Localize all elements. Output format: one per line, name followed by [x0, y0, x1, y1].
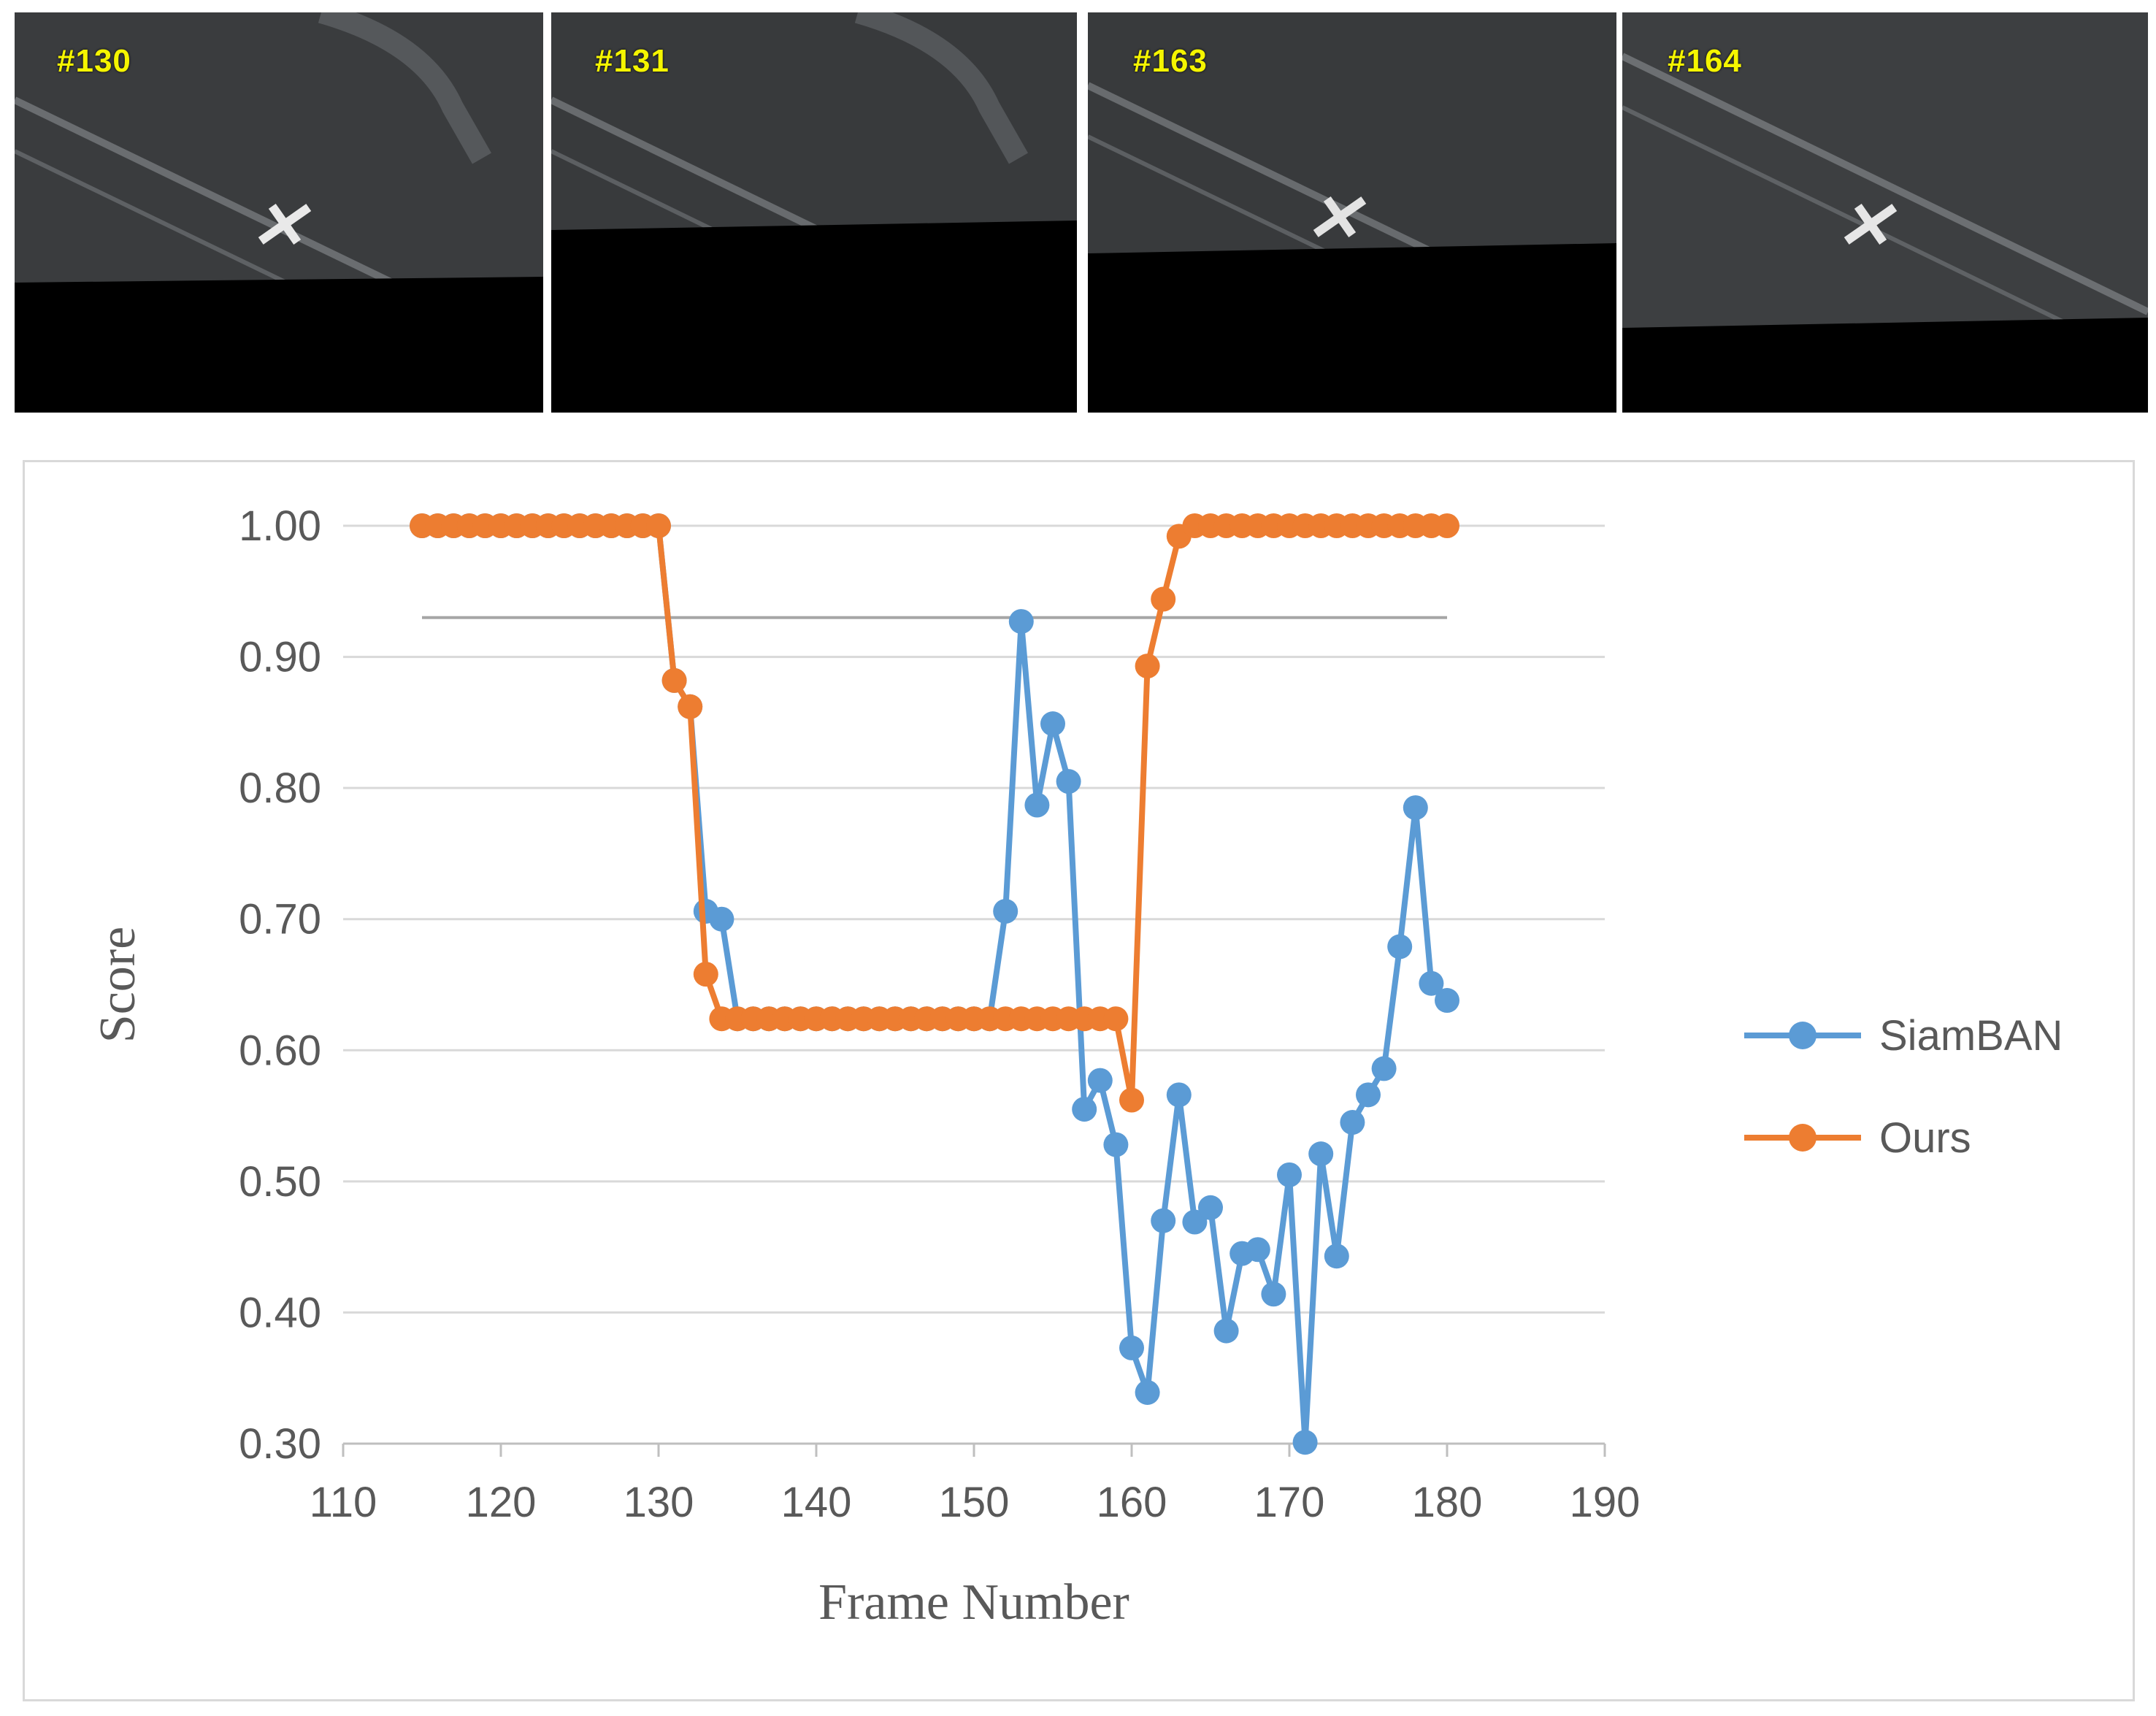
x-tick-label: 130 [624, 1479, 694, 1526]
data-point [1292, 1430, 1318, 1455]
x-tick-label: 140 [781, 1479, 852, 1526]
frame-130-image [15, 12, 543, 413]
frame-164: #164 [1622, 12, 2148, 413]
data-point [1182, 1209, 1208, 1235]
y-tick-label: 0.90 [239, 634, 321, 681]
data-point [1435, 513, 1459, 538]
data-point [678, 694, 703, 719]
data-point [1087, 1068, 1113, 1093]
axes [342, 1442, 1606, 1457]
x-axis-title: Frame Number [818, 1574, 1129, 1631]
data-point [1119, 1335, 1144, 1360]
data-point [1340, 1110, 1365, 1135]
series-line [422, 523, 1449, 1446]
frame-130: #130 [15, 12, 543, 413]
score-chart-svg: 0.30 0.40 0.50 0.60 0.70 0.80 0.90 1.00 110 120 13… [90, 502, 2063, 1631]
data-point [1135, 654, 1160, 679]
data-point [1166, 1082, 1192, 1108]
y-tick-label: 0.70 [239, 896, 321, 943]
x-tick-label: 180 [1412, 1479, 1483, 1526]
data-point [1072, 1097, 1097, 1122]
data-point [1040, 711, 1065, 737]
data-point [1119, 1087, 1144, 1113]
data-point [1213, 1318, 1239, 1344]
data-point [1435, 988, 1459, 1014]
data-point [1356, 1082, 1381, 1108]
data-point [693, 962, 718, 987]
frame-163-image [1088, 12, 1616, 413]
data-point [1277, 1162, 1302, 1187]
frame-131: #131 [551, 12, 1077, 413]
x-tick-label: 150 [939, 1479, 1010, 1526]
frame-label: #164 [1668, 43, 1742, 79]
series-layer [410, 513, 1459, 1455]
data-point [1103, 1132, 1129, 1157]
x-tick-label: 120 [466, 1479, 537, 1526]
data-point [1151, 1208, 1176, 1233]
legend-swatch-marker [1789, 1124, 1817, 1152]
data-point [1103, 1006, 1129, 1032]
frame-label: #131 [595, 43, 670, 79]
gridlines [343, 524, 1605, 1314]
data-point [993, 898, 1018, 924]
data-point [1371, 1056, 1397, 1081]
data-point [1024, 792, 1050, 818]
score-chart: 0.30 0.40 0.50 0.60 0.70 0.80 0.90 1.00 110 120 13… [23, 460, 2135, 1701]
data-point [1135, 1379, 1160, 1405]
y-tick-label: 1.00 [239, 502, 321, 550]
x-tick-label: 160 [1097, 1479, 1167, 1526]
data-point [1151, 586, 1176, 612]
legend-item: Ours [1744, 1114, 1971, 1162]
y-axis-title: Score [90, 927, 146, 1043]
frame-163: #163 [1088, 12, 1616, 413]
legend-label: SiamBAN [1879, 1012, 2063, 1060]
legend: SiamBAN Ours [1744, 1012, 2063, 1162]
legend-item: SiamBAN [1744, 1012, 2063, 1060]
legend-label: Ours [1879, 1114, 1971, 1162]
y-tick-label: 0.30 [239, 1420, 321, 1468]
x-tick-label: 110 [310, 1479, 377, 1526]
tick-labels: 0.30 0.40 0.50 0.60 0.70 0.80 0.90 1.00 110 120 13… [239, 502, 1640, 1526]
data-point [1245, 1237, 1270, 1263]
data-point [1419, 970, 1444, 996]
frame-label: #163 [1133, 43, 1208, 79]
y-tick-label: 0.60 [239, 1027, 321, 1074]
frame-164-image [1622, 12, 2148, 413]
data-point [661, 667, 687, 693]
data-point [1198, 1195, 1223, 1220]
data-point [1387, 934, 1413, 959]
data-point [1261, 1282, 1286, 1307]
data-point [1008, 609, 1034, 635]
data-point [646, 513, 671, 538]
frame-label: #130 [57, 43, 131, 79]
data-point [1056, 769, 1081, 794]
data-point [1403, 795, 1428, 821]
data-point [1324, 1244, 1349, 1269]
data-point [709, 906, 734, 932]
legend-swatch-marker [1789, 1022, 1817, 1049]
frame-131-image [551, 12, 1077, 413]
y-tick-label: 0.50 [239, 1158, 321, 1206]
data-point [1308, 1141, 1334, 1167]
y-tick-label: 0.80 [239, 765, 321, 812]
x-tick-label: 190 [1570, 1479, 1641, 1526]
x-tick-label: 170 [1254, 1479, 1325, 1526]
series-ours [410, 513, 1459, 1113]
y-tick-label: 0.40 [239, 1289, 321, 1336]
